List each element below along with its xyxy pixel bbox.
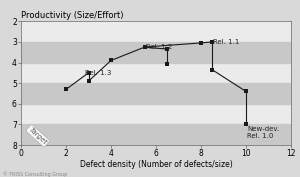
X-axis label: Defect density (Number of defects/size): Defect density (Number of defects/size) (80, 160, 232, 169)
Text: Target: Target (28, 126, 48, 145)
Text: New-dev.
Rel. 1.0: New-dev. Rel. 1.0 (247, 125, 279, 139)
Text: Rel. 1.1: Rel. 1.1 (213, 39, 240, 45)
Bar (21, 83, 291, 104)
Text: © FRISS Consulting Group: © FRISS Consulting Group (3, 172, 67, 177)
Bar (21, 124, 291, 145)
Text: Rel. 1.3: Rel. 1.3 (85, 70, 112, 76)
Text: Productivity (Size/Effort): Productivity (Size/Effort) (21, 12, 124, 21)
Bar (21, 42, 291, 62)
Text: Rel. 1.2: Rel. 1.2 (146, 44, 172, 50)
